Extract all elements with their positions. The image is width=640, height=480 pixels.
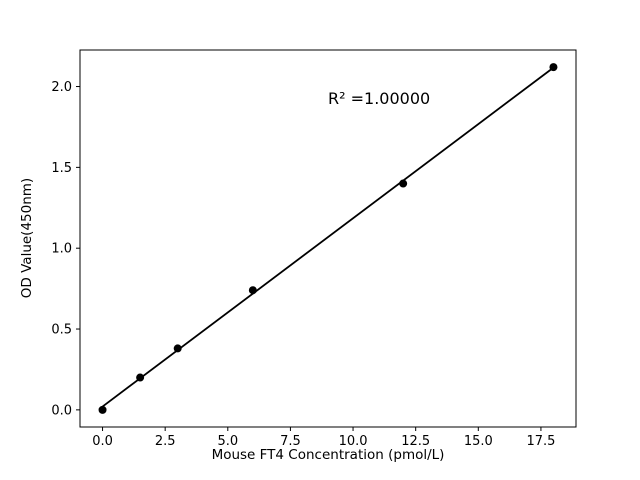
- y-tick-label: 0.5: [51, 323, 72, 338]
- y-tick-label: 1.5: [51, 161, 72, 176]
- x-tick-label: 10.0: [339, 434, 368, 449]
- data-point: [549, 63, 558, 72]
- y-axis-label: OD Value(450nm): [19, 177, 35, 299]
- x-tick-label: 7.5: [280, 434, 301, 449]
- data-point: [98, 405, 107, 414]
- y-tick-label: 0.0: [51, 403, 72, 418]
- data-point: [173, 344, 182, 353]
- x-tick-label: 5.0: [217, 434, 238, 449]
- data-point: [248, 286, 257, 295]
- r-squared-annotation: R² =1.00000: [328, 89, 431, 109]
- y-tick-label: 2.0: [51, 80, 72, 95]
- fit-line: [102, 66, 554, 408]
- data-point: [136, 373, 145, 382]
- data-point: [399, 179, 408, 188]
- x-tick-label: 17.5: [526, 434, 555, 449]
- x-tick-label: 0.0: [92, 434, 113, 449]
- y-tick-label: 1.0: [51, 242, 72, 257]
- x-tick-label: 12.5: [401, 434, 430, 449]
- x-tick-label: 15.0: [464, 434, 493, 449]
- x-axis-label: Mouse FT4 Concentration (pmol/L): [211, 447, 445, 463]
- axes-frame: [79, 49, 577, 428]
- x-tick-label: 2.5: [155, 434, 176, 449]
